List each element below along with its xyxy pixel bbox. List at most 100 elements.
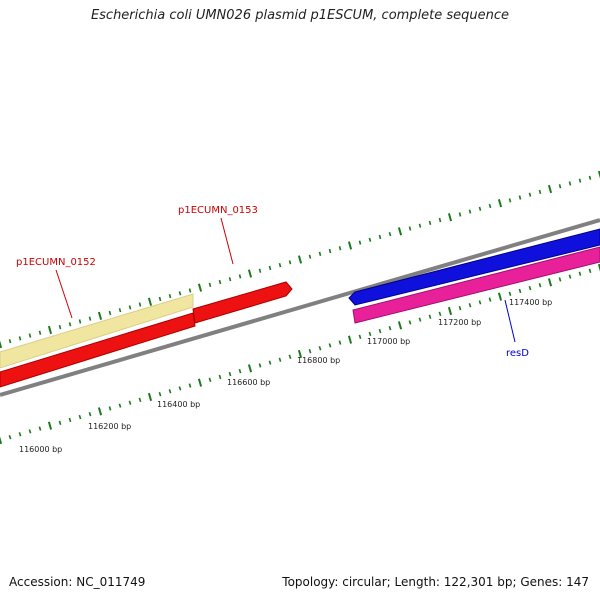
inner-tick xyxy=(97,407,103,416)
inner-tick xyxy=(508,291,512,296)
outer-tick xyxy=(547,184,553,194)
leader-line-p1ECUMN_0152 xyxy=(55,269,73,319)
outer-tick xyxy=(108,310,112,316)
scale-label-117200: 117200 bp xyxy=(438,318,481,327)
gene-resD-bar[interactable] xyxy=(352,246,600,324)
inner-tick xyxy=(358,334,362,339)
inner-tick xyxy=(468,303,472,308)
gene-blue-bar[interactable] xyxy=(348,228,600,306)
scale-label-116200: 116200 bp xyxy=(88,422,131,431)
outer-tick xyxy=(8,339,12,344)
inner-tick xyxy=(518,288,522,294)
inner-tick xyxy=(318,346,322,351)
outer-tick xyxy=(588,175,592,180)
inner-tick xyxy=(278,357,282,362)
leader-line-resD xyxy=(504,299,516,343)
gene-label-resD[interactable]: resD xyxy=(506,348,529,359)
outer-tick xyxy=(368,237,372,242)
outer-tick xyxy=(288,260,292,265)
outer-tick xyxy=(597,170,600,179)
outer-tick xyxy=(178,291,182,296)
gene-label-p1ECUMN_0152[interactable]: p1ECUMN_0152 xyxy=(16,257,96,268)
inner-tick xyxy=(308,348,312,354)
outer-tick xyxy=(218,279,222,285)
inner-tick xyxy=(478,300,482,305)
outer-tick xyxy=(28,333,32,338)
inner-tick xyxy=(578,271,582,276)
scale-label-117000: 117000 bp xyxy=(367,337,410,346)
outer-tick xyxy=(308,254,312,259)
outer-tick-ring xyxy=(0,170,600,349)
inner-tick xyxy=(547,278,553,287)
outer-tick xyxy=(197,283,203,292)
inner-tick xyxy=(458,305,462,311)
inner-tick xyxy=(18,432,22,437)
outer-tick xyxy=(58,324,62,330)
outer-tick xyxy=(247,269,253,278)
accession-text: Accession: NC_011749 xyxy=(9,575,146,589)
outer-tick xyxy=(328,248,332,254)
inner-tick xyxy=(388,326,392,331)
inner-tick xyxy=(197,378,203,387)
outer-tick xyxy=(578,178,582,183)
inner-tick xyxy=(378,328,382,334)
outer-tick xyxy=(388,232,392,237)
inner-tick xyxy=(168,389,172,394)
outer-tick xyxy=(147,297,153,306)
outer-tick xyxy=(378,234,382,240)
outer-tick xyxy=(47,325,53,335)
leader-line-p1ECUMN_0153 xyxy=(220,217,234,265)
outer-tick xyxy=(18,336,22,341)
inner-tick xyxy=(368,331,372,337)
outer-tick xyxy=(347,241,353,250)
outer-tick xyxy=(468,209,472,214)
inner-tick xyxy=(268,360,272,365)
outer-tick xyxy=(438,217,442,223)
gene-p1ECUMN_0152-bar[interactable] xyxy=(0,293,194,369)
inner-tick xyxy=(0,436,3,445)
gene-p1ECUMN_0153-bar[interactable] xyxy=(192,281,293,324)
outer-tick xyxy=(518,195,522,200)
outer-tick xyxy=(97,311,103,320)
topology-summary: Topology: circular; Length: 122,301 bp; … xyxy=(282,575,589,589)
inner-tick xyxy=(238,369,242,374)
inner-tick xyxy=(488,297,492,302)
outer-tick xyxy=(418,223,422,228)
gene-red-strand-bar[interactable] xyxy=(0,312,196,388)
inner-tick xyxy=(38,426,42,431)
scale-label-116000: 116000 bp xyxy=(19,445,62,454)
backbone-line xyxy=(0,218,600,397)
inner-tick xyxy=(47,421,53,430)
outer-tick xyxy=(168,293,172,299)
outer-tick xyxy=(528,192,532,197)
inner-tick xyxy=(347,335,353,344)
outer-tick xyxy=(0,340,3,349)
outer-tick xyxy=(38,330,42,335)
outer-tick xyxy=(408,226,412,231)
inner-tick xyxy=(147,392,153,402)
inner-tick xyxy=(538,283,542,288)
gene-label-p1ECUMN_0153[interactable]: p1ECUMN_0153 xyxy=(178,205,258,216)
outer-tick xyxy=(138,302,142,307)
inner-tick xyxy=(288,354,292,360)
inner-tick xyxy=(128,400,132,405)
inner-tick xyxy=(247,364,253,373)
outer-tick xyxy=(428,220,432,226)
outer-tick xyxy=(397,227,403,236)
outer-tick xyxy=(158,296,162,302)
inner-tick xyxy=(588,268,592,274)
inner-tick xyxy=(58,420,62,425)
outer-tick xyxy=(558,184,562,189)
outer-tick xyxy=(478,206,482,211)
outer-tick xyxy=(488,203,492,209)
inner-tick xyxy=(188,383,192,388)
outer-tick xyxy=(68,322,72,327)
outer-tick xyxy=(458,212,462,217)
inner-tick xyxy=(228,371,232,377)
inner-tick xyxy=(408,320,412,325)
inner-tick xyxy=(158,391,162,397)
outer-tick xyxy=(128,305,132,310)
inner-tick xyxy=(68,417,72,423)
inner-tick xyxy=(447,306,453,316)
